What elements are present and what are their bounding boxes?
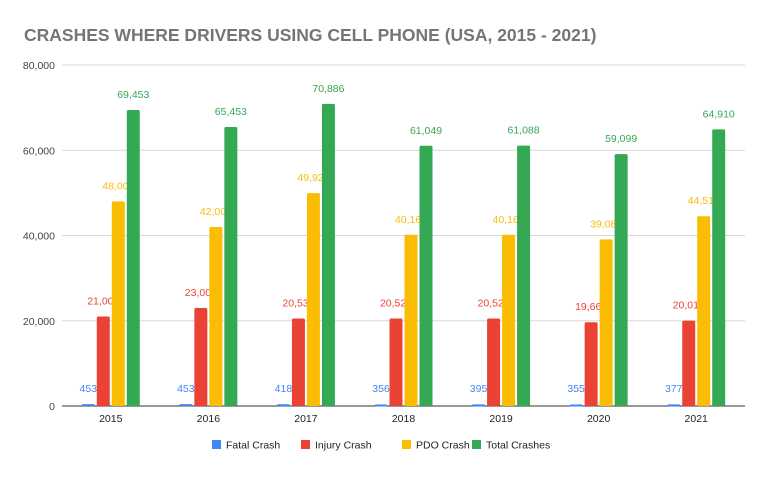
- x-tick-label: 2018: [392, 413, 416, 425]
- bar-total-crashes: [321, 103, 335, 407]
- x-tick-label: 2016: [197, 413, 221, 425]
- data-label: 453: [177, 383, 195, 395]
- x-tick-label: 2020: [587, 413, 611, 425]
- y-tick-label: 20,000: [23, 316, 55, 328]
- bar-total-crashes: [224, 127, 238, 406]
- x-tick-label: 2021: [685, 413, 709, 425]
- data-label: 70,886: [312, 83, 344, 95]
- bar-fatal-crash: [667, 404, 681, 407]
- x-tick-label: 2019: [489, 413, 513, 425]
- legend-label: Injury Crash: [315, 440, 372, 452]
- bar-total-crashes: [419, 145, 433, 407]
- bar-fatal-crash: [179, 404, 193, 407]
- bar-total-crashes: [712, 129, 726, 407]
- y-tick-label: 80,000: [23, 60, 55, 72]
- bar-injury-crash: [96, 316, 110, 406]
- data-label: 61,088: [508, 125, 540, 137]
- bar-fatal-crash: [374, 404, 388, 407]
- bar-injury-crash: [194, 307, 208, 406]
- bar-injury-crash: [682, 320, 696, 406]
- legend-label: Fatal Crash: [226, 440, 280, 452]
- bar-pdo-crash: [599, 239, 613, 406]
- bar-injury-crash: [389, 318, 403, 406]
- bar-fatal-crash: [472, 404, 486, 407]
- bar-total-crashes: [126, 109, 140, 406]
- data-label: 59,099: [605, 133, 637, 145]
- bar-pdo-crash: [306, 193, 320, 406]
- data-label: 377: [665, 383, 683, 395]
- data-label: 69,453: [117, 89, 149, 101]
- bar-pdo-crash: [111, 201, 125, 406]
- bar-injury-crash: [584, 322, 598, 406]
- legend-swatch: [212, 440, 221, 449]
- y-tick-label: 0: [49, 401, 55, 413]
- bar-fatal-crash: [569, 404, 583, 407]
- legend-label: PDO Crash: [416, 440, 470, 452]
- bar-fatal-crash: [81, 404, 95, 407]
- data-label: 453: [80, 383, 98, 395]
- bar-total-crashes: [614, 154, 628, 406]
- data-label: 395: [470, 383, 488, 395]
- legend-swatch: [472, 440, 481, 449]
- x-tick-label: 2017: [294, 413, 318, 425]
- data-label: 418: [275, 383, 293, 395]
- bar-pdo-crash: [209, 226, 223, 406]
- y-tick-label: 40,000: [23, 231, 55, 243]
- data-label: 65,453: [215, 106, 247, 118]
- data-label: 356: [372, 383, 390, 395]
- bar-injury-crash: [291, 318, 305, 406]
- bar-pdo-crash: [502, 234, 516, 406]
- x-tick-label: 2015: [99, 413, 123, 425]
- bar-pdo-crash: [404, 234, 418, 406]
- data-label: 64,910: [703, 108, 735, 120]
- legend-label: Total Crashes: [486, 440, 550, 452]
- data-label: 61,049: [410, 125, 442, 137]
- data-label: 355: [567, 383, 585, 395]
- bar-injury-crash: [487, 318, 501, 406]
- bar-pdo-crash: [697, 216, 711, 406]
- y-tick-label: 60,000: [23, 145, 55, 157]
- bar-total-crashes: [517, 145, 531, 406]
- chart-title: CRASHES WHERE DRIVERS USING CELL PHONE (…: [24, 25, 596, 45]
- legend-swatch: [402, 440, 411, 449]
- legend-swatch: [301, 440, 310, 449]
- bar-fatal-crash: [276, 404, 290, 407]
